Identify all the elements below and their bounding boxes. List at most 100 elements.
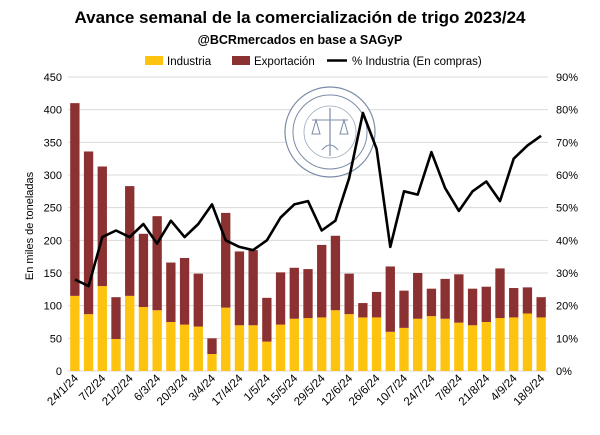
- bar-exportacion: [509, 288, 519, 318]
- y2-tick-label: 30%: [556, 268, 578, 280]
- logo-seal: [284, 86, 376, 178]
- bar-industria: [262, 341, 272, 371]
- bar-industria: [70, 295, 80, 371]
- chart-title: Avance semanal de la comercialización de…: [74, 8, 526, 27]
- line-industria-pct: [74, 111, 542, 288]
- line-series: [74, 111, 542, 288]
- bar-industria: [97, 286, 107, 371]
- bar-industria: [358, 317, 368, 371]
- y2-tick-label: 20%: [556, 301, 578, 313]
- bar-industria: [83, 314, 94, 371]
- bar-exportacion: [330, 235, 341, 311]
- bar-industria: [454, 322, 464, 371]
- x-tick-label: 21/8/24: [457, 372, 493, 408]
- bar-exportacion: [481, 286, 491, 322]
- legend-label-line: % Industria (En compras): [352, 56, 482, 68]
- y2-tick-label: 70%: [556, 137, 578, 149]
- bar-exportacion: [83, 151, 94, 315]
- bar-exportacion: [289, 267, 299, 319]
- y2-tick-label: 90%: [556, 72, 578, 84]
- bar-exportacion: [179, 257, 190, 325]
- bar-industria: [125, 295, 135, 371]
- bar-industria: [509, 317, 519, 371]
- x-tick-label: 24/1/24: [45, 372, 81, 408]
- x-tick-label: 18/9/24: [512, 372, 548, 408]
- bar-industria: [413, 318, 423, 371]
- bar-exportacion: [111, 297, 121, 339]
- bar-exportacion: [454, 274, 464, 323]
- bar-industria: [152, 310, 162, 371]
- y-axis-label: En miles de toneladas: [24, 171, 36, 280]
- x-tick-label: 21/2/24: [100, 372, 136, 408]
- bar-industria: [495, 318, 505, 371]
- y-tick-label: 450: [44, 72, 62, 84]
- bar-industria: [399, 327, 409, 371]
- bar-industria: [344, 314, 354, 371]
- bar-industria: [481, 322, 491, 371]
- bar-exportacion: [399, 290, 409, 328]
- bar-industria: [317, 317, 327, 371]
- bar-industria: [426, 316, 437, 371]
- bar-exportacion: [426, 288, 437, 317]
- y-tick-label: 300: [44, 170, 62, 182]
- y-tick-label: 200: [44, 235, 62, 247]
- bar-exportacion: [413, 273, 423, 319]
- bar-industria: [289, 318, 299, 371]
- bar-exportacion: [317, 244, 327, 318]
- bar-exportacion: [536, 297, 546, 318]
- y2-axis-ticks: 0% 10% 20% 30% 40% 50% 60% 70% 80% 90%: [556, 72, 578, 378]
- y-axis-ticks: 0 50 100 150 200 250 300 350 400 450: [44, 72, 62, 378]
- legend-label-exportacion: Exportación: [254, 56, 315, 68]
- bar-industria: [221, 307, 231, 371]
- y2-tick-label: 80%: [556, 105, 578, 117]
- bar-exportacion: [303, 269, 313, 319]
- bar-industria: [248, 325, 258, 371]
- y-tick-label: 50: [50, 333, 62, 345]
- y2-tick-label: 10%: [556, 333, 578, 345]
- bar-exportacion: [522, 287, 533, 314]
- bar-industria: [303, 318, 313, 371]
- bar-industria: [234, 325, 245, 371]
- x-tick-label: 24/7/24: [402, 372, 438, 408]
- bar-industria: [385, 331, 395, 371]
- bar-exportacion: [371, 291, 382, 318]
- legend-swatch-industria: [145, 56, 163, 65]
- bar-exportacion: [166, 262, 176, 322]
- legend-label-industria: Industria: [167, 56, 212, 68]
- bar-exportacion: [193, 273, 203, 327]
- bars: [70, 103, 546, 371]
- bar-industria: [207, 354, 217, 371]
- y2-tick-label: 0%: [556, 366, 572, 378]
- bar-industria: [138, 306, 149, 371]
- bar-industria: [111, 338, 121, 371]
- bar-industria: [440, 318, 450, 371]
- bar-industria: [467, 325, 478, 371]
- y-tick-label: 100: [44, 301, 62, 313]
- bar-industria: [166, 322, 176, 371]
- y2-tick-label: 60%: [556, 170, 578, 182]
- bar-exportacion: [70, 103, 80, 296]
- x-axis-ticks: 24/1/247/2/2421/2/246/3/2420/3/243/4/241…: [45, 372, 547, 408]
- bar-industria: [275, 324, 286, 371]
- bar-exportacion: [125, 186, 135, 296]
- y-tick-label: 0: [56, 366, 62, 378]
- bar-industria: [522, 313, 533, 371]
- bar-exportacion: [262, 297, 272, 342]
- bar-exportacion: [440, 278, 450, 319]
- bar-exportacion: [234, 251, 245, 326]
- bar-exportacion: [495, 268, 505, 319]
- bar-industria: [193, 326, 203, 371]
- y-tick-label: 250: [44, 203, 62, 215]
- chart-subtitle: @BCRmercados en base a SAGyP: [198, 33, 403, 47]
- x-tick-label: 20/3/24: [155, 372, 191, 408]
- bar-industria: [371, 317, 382, 371]
- x-tick-label: 17/4/24: [210, 372, 246, 408]
- bar-exportacion: [275, 272, 286, 325]
- y-tick-label: 150: [44, 268, 62, 280]
- bar-industria: [330, 310, 341, 371]
- y-tick-label: 400: [44, 105, 62, 117]
- bar-industria: [179, 324, 190, 371]
- legend-swatch-exportacion: [232, 56, 250, 65]
- y-tick-label: 350: [44, 137, 62, 149]
